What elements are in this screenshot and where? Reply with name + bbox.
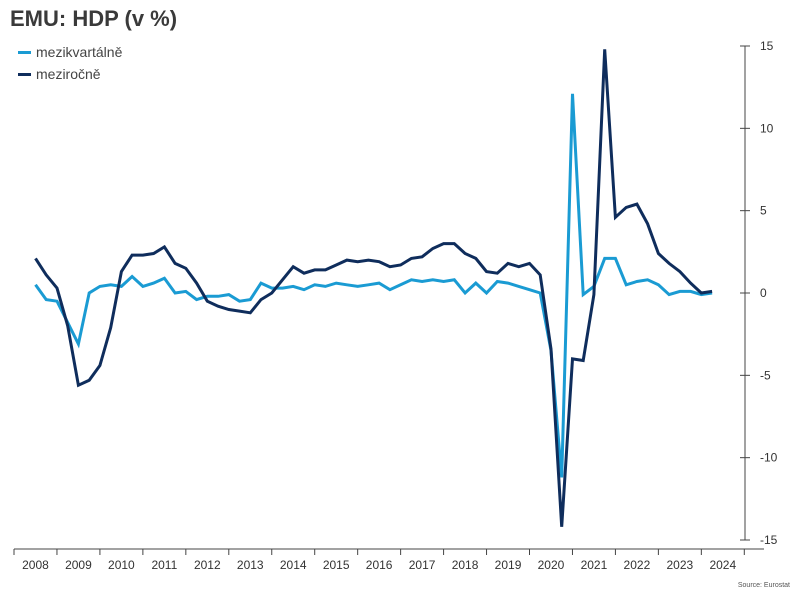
- legend-label-qoq: mezikvartálně: [36, 44, 123, 60]
- series-line-qoq: [34, 93, 713, 478]
- x-tick-label: 2016: [366, 558, 393, 572]
- y-tick-label: 0: [760, 286, 767, 300]
- y-tick-label: 15: [760, 39, 774, 53]
- x-tick-label: 2017: [409, 558, 436, 572]
- y-tick-label: -15: [760, 533, 778, 547]
- x-tick-label: 2008: [22, 558, 49, 572]
- x-tick-label: 2024: [709, 558, 736, 572]
- series-line-yoy: [34, 49, 713, 527]
- legend-label-yoy: meziročně: [36, 66, 101, 82]
- x-tick-label: 2014: [280, 558, 307, 572]
- legend-item-yoy: meziročně: [18, 63, 122, 85]
- x-tick-label: 2018: [452, 558, 479, 572]
- x-tick-label: 2011: [151, 558, 177, 572]
- x-tick-label: 2015: [323, 558, 350, 572]
- x-tick-label: 2022: [624, 558, 651, 572]
- chart-legend: mezikvartálně meziročně: [18, 41, 122, 85]
- legend-swatch-qoq: [18, 50, 31, 54]
- y-tick-label: -5: [760, 368, 771, 382]
- x-tick-label: 2013: [237, 558, 264, 572]
- chart-title: EMU: HDP (v %): [10, 6, 178, 31]
- x-tick-label: 2019: [495, 558, 522, 572]
- x-tick-label: 2023: [667, 558, 694, 572]
- x-tick-label: 2021: [581, 558, 608, 572]
- y-tick-label: -10: [760, 451, 778, 465]
- x-tick-label: 2020: [538, 558, 565, 572]
- legend-item-qoq: mezikvartálně: [18, 41, 122, 63]
- x-tick-label: 2010: [108, 558, 135, 572]
- source-note: Source: Eurostat: [737, 582, 790, 589]
- legend-swatch-yoy: [18, 72, 31, 76]
- x-tick-label: 2012: [194, 558, 221, 572]
- x-tick-label: 2009: [65, 558, 92, 572]
- y-tick-label: 5: [760, 204, 767, 218]
- y-tick-label: 10: [760, 121, 774, 135]
